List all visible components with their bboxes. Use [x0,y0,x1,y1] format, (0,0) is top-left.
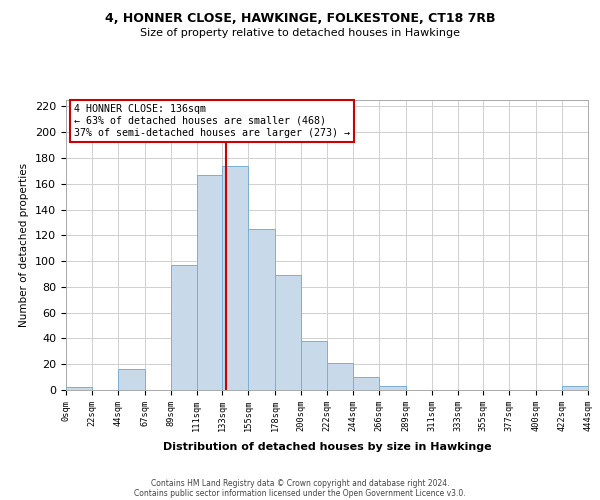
Text: 4, HONNER CLOSE, HAWKINGE, FOLKESTONE, CT18 7RB: 4, HONNER CLOSE, HAWKINGE, FOLKESTONE, C… [105,12,495,26]
Bar [223,166,248,390]
Bar [379,386,406,390]
Bar [197,175,223,390]
Bar [327,363,353,390]
Bar [353,377,379,390]
Bar [562,386,588,390]
Text: Contains HM Land Registry data © Crown copyright and database right 2024.: Contains HM Land Registry data © Crown c… [151,478,449,488]
Text: Size of property relative to detached houses in Hawkinge: Size of property relative to detached ho… [140,28,460,38]
Bar [275,276,301,390]
Bar [118,370,145,390]
Bar [170,265,197,390]
Text: Contains public sector information licensed under the Open Government Licence v3: Contains public sector information licen… [134,488,466,498]
Bar [301,341,327,390]
Y-axis label: Number of detached properties: Number of detached properties [19,163,29,327]
X-axis label: Distribution of detached houses by size in Hawkinge: Distribution of detached houses by size … [163,442,491,452]
Bar [66,388,92,390]
Bar [248,229,275,390]
Text: 4 HONNER CLOSE: 136sqm
← 63% of detached houses are smaller (468)
37% of semi-de: 4 HONNER CLOSE: 136sqm ← 63% of detached… [74,104,350,138]
